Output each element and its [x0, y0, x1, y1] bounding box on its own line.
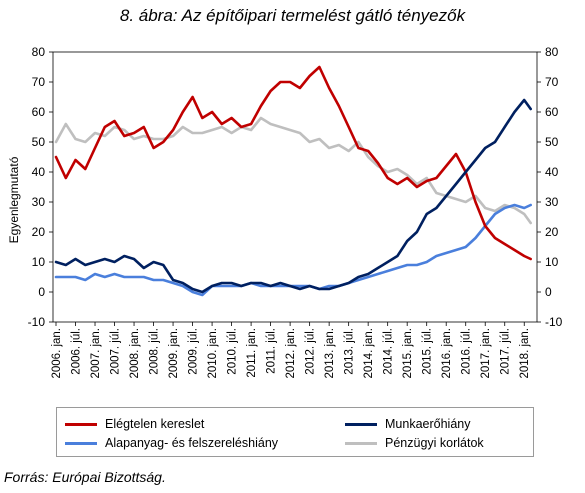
x-tick-label: 2008. jan. — [129, 328, 141, 379]
y-tick-label-right: 40 — [545, 165, 559, 179]
legend-label: Elégtelen kereslet — [105, 417, 205, 431]
x-tick-label: 2007. júl. — [110, 328, 122, 375]
legend-label: Munkaerőhiány — [385, 417, 471, 431]
series-line — [54, 65, 533, 261]
y-tick-label-right: -10 — [545, 315, 563, 329]
y-tick-label-right: 60 — [545, 105, 559, 119]
legend-item: Pénzügyi korlátok — [345, 435, 484, 451]
legend-item: Alapanyag- és felszereléshiány — [65, 435, 278, 451]
x-tick-label: 2008. júl. — [149, 328, 161, 375]
x-tick-label: 2017. jan. — [480, 328, 492, 379]
y-tick-label-right: 30 — [545, 195, 559, 209]
x-tick-label: 2013. jan. — [324, 328, 336, 379]
y-tick-label-left: 70 — [32, 75, 46, 89]
y-tick-label-right: 20 — [545, 225, 559, 239]
series-line — [54, 98, 533, 294]
y-tick-label-right: 70 — [545, 75, 559, 89]
chart-title: 8. ábra: Az építőipari termelést gátló t… — [119, 6, 466, 25]
legend-swatch — [65, 422, 97, 426]
y-tick-label-left: 60 — [32, 105, 46, 119]
legend-swatch — [345, 422, 377, 426]
x-tick-label: 2009. jan. — [168, 328, 180, 379]
source-note: Forrás: Európai Bizottság. — [4, 469, 166, 485]
y-tick-label-left: 20 — [32, 225, 46, 239]
plot-frame — [52, 51, 538, 323]
y-tick-label-left: 50 — [32, 135, 46, 149]
y-tick-label-right: 0 — [545, 285, 552, 299]
x-tick-label: 2012. jan. — [285, 328, 297, 379]
y-tick-label-left: -10 — [28, 315, 46, 329]
x-tick-label: 2012. júl. — [305, 328, 317, 375]
x-tick-label: 2014. júl. — [383, 328, 395, 375]
x-tick-label: 2007. jan. — [90, 328, 102, 379]
y-tick-label-left: 80 — [32, 45, 46, 59]
plot-area: -10 -10 0 0 10 10 20 20 30 30 40 40 50 50 60 60 70 70 80 80… — [28, 45, 563, 379]
x-tick-label: 2011. jan. — [246, 328, 258, 378]
y-axis-label: Egyenlegmutató — [7, 156, 21, 243]
x-tick-label: 2015. jan. — [402, 328, 414, 379]
x-tick-label: 2006. jan. — [51, 328, 63, 379]
x-tick-label: 2014. jan. — [363, 328, 375, 379]
x-tick-label: 2006. júl. — [71, 328, 83, 375]
x-tick-label: 2009. júl. — [188, 328, 200, 375]
x-tick-label: 2013. júl. — [344, 328, 356, 375]
legend-label: Alapanyag- és felszereléshiány — [105, 436, 279, 450]
legend: Elégtelen kereslet Munkaerőhiány Alapanyag… — [56, 407, 534, 457]
x-tick-label: 2016. jan. — [441, 328, 453, 379]
y-tick-label-left: 30 — [32, 195, 46, 209]
x-tick-label: 2010. jan. — [207, 328, 219, 379]
series-line — [54, 116, 533, 225]
legend-swatch — [65, 441, 97, 445]
y-tick-label-right: 50 — [545, 135, 559, 149]
legend-item: Munkaerőhiány — [345, 416, 470, 432]
x-tick-label: 2017. júl. — [500, 328, 512, 375]
line-chart: Egyenlegmutató -10 -10 0 0 10 10 20 20 30 30 40 40 5… — [7, 45, 563, 379]
legend-swatch — [345, 441, 377, 445]
y-tick-label-right: 10 — [545, 255, 559, 269]
x-tick-label: 2016. júl. — [461, 328, 473, 375]
x-tick-label: 2011. júl. — [266, 328, 278, 374]
y-tick-label-left: 40 — [32, 165, 46, 179]
x-tick-label: 2010. júl. — [227, 328, 239, 375]
x-tick-label: 2015. júl. — [422, 328, 434, 375]
legend-item: Elégtelen kereslet — [65, 416, 204, 432]
y-tick-label-left: 0 — [38, 285, 45, 299]
legend-label: Pénzügyi korlátok — [385, 436, 484, 450]
y-tick-label-right: 80 — [545, 45, 559, 59]
x-tick-label: 2018. jan. — [519, 328, 531, 379]
y-tick-label-left: 10 — [32, 255, 46, 269]
series-line — [54, 203, 533, 297]
